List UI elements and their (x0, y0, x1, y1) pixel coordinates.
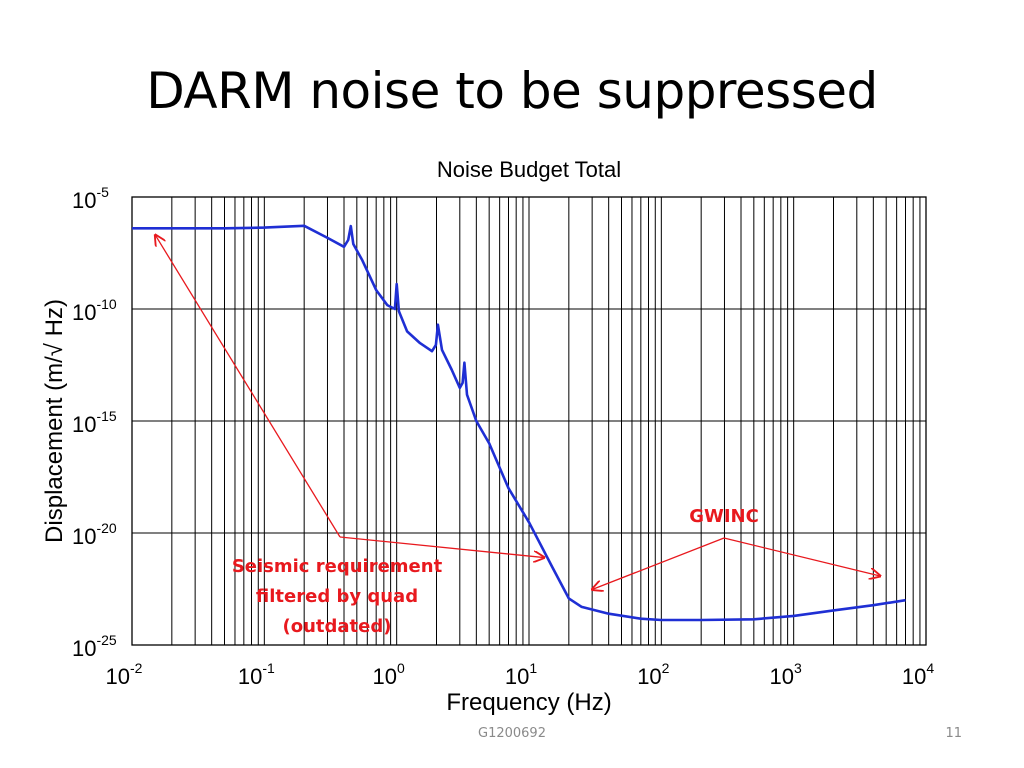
x-tick-label: 10-1 (238, 660, 275, 689)
annotation-arrow (339, 536, 544, 558)
chart-title: Noise Budget Total (437, 157, 621, 182)
y-tick-label: 10-15 (72, 408, 117, 437)
noise-total-line (132, 224, 906, 622)
annotation-arrow (155, 235, 341, 538)
annotation-arrow (723, 537, 880, 576)
seismic-annotation-line-3: (outdated) (282, 616, 392, 637)
gwinc-annotation-line-1: GWINC (689, 506, 759, 527)
seismic-annotation-line-2: filtered by quad (255, 586, 419, 607)
y-tick-label: 10-10 (72, 296, 117, 325)
x-tick-label: 104 (902, 660, 934, 689)
x-tick-label: 101 (505, 660, 537, 689)
y-tick-label: 10-5 (72, 184, 109, 213)
footer-document-id: G1200692 (478, 726, 546, 741)
x-tick-label: 100 (373, 660, 405, 689)
x-tick-label: 102 (637, 660, 669, 689)
y-tick-label: 10-25 (72, 632, 117, 661)
x-tick-label: 10-2 (106, 660, 143, 689)
x-axis-label: Frequency (Hz) (446, 689, 611, 716)
slide-title: DARM noise to be suppressed (146, 62, 878, 120)
gwinc-annotation: GWINC (672, 502, 776, 532)
annotation-arrow (592, 537, 725, 590)
y-tick-label: 10-20 (72, 520, 117, 549)
y-axis-label: Displacement (m/√ Hz) (41, 299, 68, 543)
page-number: 11 (945, 726, 962, 741)
seismic-annotation-line-1: Seismic requirement (231, 556, 443, 577)
plot-frame (131, 196, 927, 646)
seismic-annotation: Seismic requirement filtered by quad (ou… (222, 552, 452, 642)
x-tick-label: 103 (770, 660, 802, 689)
